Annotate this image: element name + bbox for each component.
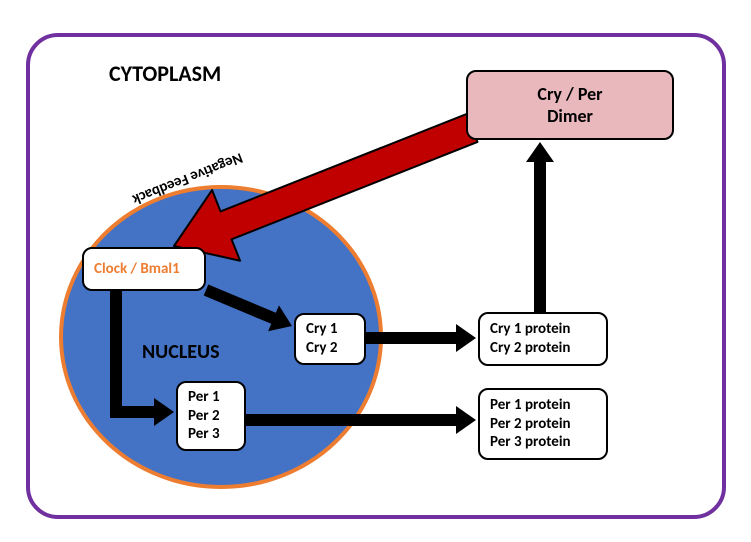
cry_proteins-line: Cry 2 protein	[490, 339, 596, 358]
per-genes-box: Per 1Per 2Per 3	[176, 381, 246, 451]
nucleus-label: NUCLEUS	[142, 340, 220, 364]
cry-per-dimer-box: Cry / PerDimer	[466, 70, 674, 140]
clock-bmal1-box: Clock / Bmal1	[82, 247, 206, 291]
cry_genes-line: Cry 2	[306, 339, 354, 358]
per-proteins-box: Per 1 proteinPer 2 proteinPer 3 protein	[478, 388, 608, 460]
per_genes-line: Per 2	[188, 407, 234, 426]
cry_genes-line: Cry 1	[306, 320, 354, 339]
cry_proteins-line: Cry 1 protein	[490, 320, 596, 339]
cry-proteins-box: Cry 1 proteinCry 2 protein	[478, 312, 608, 366]
clock_bmal1-line: Clock / Bmal1	[94, 260, 194, 279]
cytoplasm-label: CYTOPLASM	[109, 60, 221, 87]
per_proteins-line: Per 3 protein	[490, 433, 596, 452]
per_genes-line: Per 1	[188, 388, 234, 407]
dimer-line: Cry / Per	[537, 83, 602, 106]
cry-genes-box: Cry 1Cry 2	[294, 313, 366, 365]
per_genes-line: Per 3	[188, 425, 234, 444]
dimer-line: Dimer	[547, 105, 593, 128]
per_proteins-line: Per 1 protein	[490, 396, 596, 415]
per_proteins-line: Per 2 protein	[490, 415, 596, 434]
